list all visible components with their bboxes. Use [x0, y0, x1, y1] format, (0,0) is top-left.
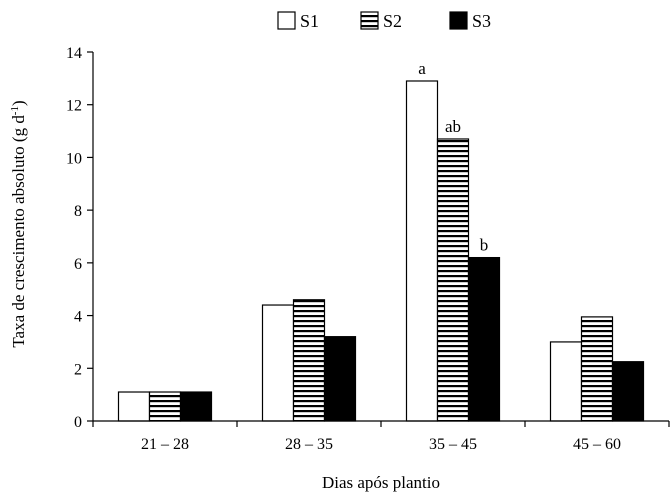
- bar-s2-4: [580, 316, 614, 422]
- bar-s2-2: [292, 299, 326, 422]
- y-tick-label: 4: [74, 309, 82, 326]
- bar-s2-1: [148, 391, 182, 422]
- bar-s3-1: [179, 391, 213, 422]
- y-tick-label: 8: [74, 203, 82, 220]
- legend-swatch-s1: [277, 11, 296, 30]
- legend-label-s2: S2: [383, 11, 402, 31]
- y-tick-label: 2: [74, 361, 82, 378]
- y-axis-label: Taxa de crescimento absoluto (g d-1): [9, 100, 28, 347]
- x-axis-label: Dias após plantio: [322, 473, 440, 492]
- y-tick-label: 6: [74, 256, 82, 273]
- bar-s3-2: [323, 336, 357, 422]
- bar-s3-3: [467, 256, 501, 422]
- y-tick-label: 0: [74, 414, 82, 431]
- significance-label: ab: [445, 117, 461, 136]
- y-axis: 0 2 4 6 8 10 12 14: [66, 45, 93, 431]
- y-axis-label-superscript: -1: [9, 106, 21, 115]
- legend: S1 S2 S3: [277, 11, 491, 31]
- x-tick-label: 45 – 60: [573, 436, 621, 453]
- legend-swatch-s2: [360, 11, 379, 30]
- legend-swatch-s3: [449, 11, 468, 30]
- bar-s1-1: [117, 391, 151, 422]
- plot-area: a ab b: [117, 59, 645, 422]
- legend-label-s3: S3: [472, 11, 491, 31]
- y-tick-label: 12: [66, 98, 82, 115]
- significance-label: b: [480, 236, 489, 255]
- y-tick-label: 14: [66, 45, 82, 62]
- x-tick-label: 28 – 35: [285, 436, 333, 453]
- legend-label-s1: S1: [300, 11, 319, 31]
- y-tick-label: 10: [66, 150, 82, 167]
- bar-s3-4: [611, 361, 645, 422]
- bar-s1-2: [261, 304, 295, 422]
- x-axis: 21 – 28 28 – 35 35 – 45 45 – 60: [92, 421, 670, 453]
- significance-label: a: [418, 59, 426, 78]
- bar-s1-4: [549, 341, 583, 422]
- bar-s2-3: [436, 138, 470, 422]
- x-tick-label: 35 – 45: [429, 436, 477, 453]
- bar-s1-3: [405, 80, 439, 422]
- x-tick-label: 21 – 28: [141, 436, 189, 453]
